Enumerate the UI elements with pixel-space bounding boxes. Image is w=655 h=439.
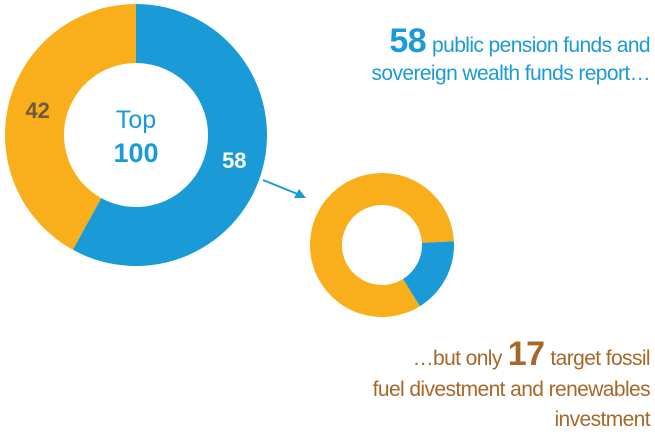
data-label: 58 xyxy=(222,148,246,173)
footnote-number: 17 xyxy=(508,335,545,373)
donut-segment xyxy=(5,4,136,250)
footnote-text: …but only xyxy=(413,347,503,370)
headline: sovereign wealth funds report… xyxy=(372,62,651,85)
donut-segment xyxy=(72,4,268,266)
footnote: fuel divestment and renewables xyxy=(373,378,650,401)
arrow-head xyxy=(294,189,306,198)
donut-segment xyxy=(310,172,454,317)
arrow-line xyxy=(262,179,301,196)
footnote: investment xyxy=(554,408,650,431)
footnote: …but only 17 target fossil xyxy=(413,335,650,373)
headline-text: public pension funds and xyxy=(432,34,650,57)
center-label: Top xyxy=(116,106,156,134)
headline-number: 58 xyxy=(389,22,426,60)
headline: 58 public pension funds and xyxy=(389,22,650,60)
center-label: 100 xyxy=(113,138,158,168)
donut-segment xyxy=(403,241,454,307)
data-label: 42 xyxy=(25,98,49,123)
footnote-text: target fossil xyxy=(550,347,650,370)
